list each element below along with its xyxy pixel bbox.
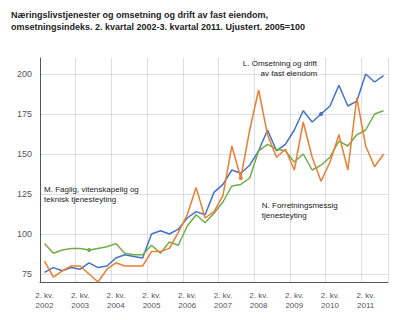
svg-text:2006: 2006 xyxy=(178,301,196,310)
svg-text:100: 100 xyxy=(17,229,32,239)
svg-text:200: 200 xyxy=(17,69,32,79)
svg-text:2. kv.: 2. kv. xyxy=(214,291,233,300)
svg-text:tjenesteyting: tjenesteyting xyxy=(262,211,307,220)
svg-text:2004: 2004 xyxy=(107,301,125,310)
svg-text:2009: 2009 xyxy=(285,301,303,310)
svg-text:2. kv.: 2. kv. xyxy=(178,291,197,300)
svg-text:2. kv.: 2. kv. xyxy=(71,291,90,300)
svg-text:teknisk tjenesteyting: teknisk tjenesteyting xyxy=(44,195,116,204)
svg-text:2. kv.: 2. kv. xyxy=(107,291,126,300)
svg-text:2008: 2008 xyxy=(250,301,268,310)
svg-text:150: 150 xyxy=(17,149,32,159)
svg-text:125: 125 xyxy=(17,189,32,199)
svg-text:2. kv.: 2. kv. xyxy=(142,291,161,300)
svg-text:av fast eiendom: av fast eiendom xyxy=(261,69,318,78)
svg-text:2002: 2002 xyxy=(36,301,54,310)
svg-text:175: 175 xyxy=(17,109,32,119)
svg-text:2. kv.: 2. kv. xyxy=(356,291,375,300)
svg-text:2010: 2010 xyxy=(321,301,339,310)
svg-text:75: 75 xyxy=(22,269,32,279)
svg-text:omsetningsindeks. 2. kvartal 2: omsetningsindeks. 2. kvartal 2002-3. kva… xyxy=(11,22,305,32)
svg-text:2005: 2005 xyxy=(143,301,161,310)
svg-text:2. kv.: 2. kv. xyxy=(321,291,340,300)
svg-text:M. Faglig, vitenskapelig og: M. Faglig, vitenskapelig og xyxy=(44,185,139,194)
svg-text:2011: 2011 xyxy=(357,301,375,310)
svg-text:2. kv.: 2. kv. xyxy=(35,291,54,300)
svg-text:2. kv.: 2. kv. xyxy=(285,291,304,300)
svg-text:N. Forretningsmessig: N. Forretningsmessig xyxy=(262,201,338,210)
svg-text:Næringslivstjenester og omsetn: Næringslivstjenester og omsetning og dri… xyxy=(11,10,268,20)
svg-text:2003: 2003 xyxy=(71,301,89,310)
svg-text:2. kv.: 2. kv. xyxy=(249,291,268,300)
svg-text:L. Omsetning og drift: L. Omsetning og drift xyxy=(243,59,318,68)
svg-text:2007: 2007 xyxy=(214,301,232,310)
